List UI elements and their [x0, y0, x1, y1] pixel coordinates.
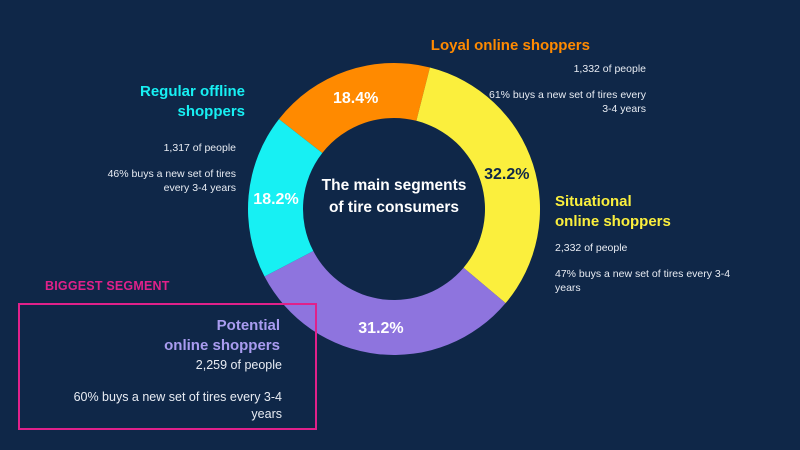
loyal-note-line-2: 3-4 years [602, 103, 646, 115]
potential-people: 2,259 of people [195, 358, 282, 372]
loyal-title: Loyal online shoppers [430, 37, 590, 54]
slice-regular [248, 119, 323, 277]
regular-title: Regular offline shoppers [90, 82, 245, 122]
situational-title-line-2: online shoppers [555, 213, 671, 230]
percent-label-situational: 32.2% [484, 166, 529, 183]
donut-slices [248, 63, 540, 355]
center-label-line-2: of tire consumers [329, 199, 459, 216]
percent-label-loyal: 18.4% [333, 90, 378, 107]
regular-note-line-2: every 3-4 years [163, 182, 236, 194]
regular-title-line-1: Regular offline [139, 83, 245, 100]
slice-loyal [278, 63, 430, 153]
situational-note-line-2: years [555, 282, 581, 294]
percent-label-regular: 18.2% [253, 191, 298, 208]
center-label-line-1: The main segments [322, 177, 467, 194]
biggest-segment-badge: BIGGEST SEGMENT [45, 279, 170, 293]
slice-potential [264, 251, 506, 355]
regular-people: 1,317 of people [163, 142, 236, 154]
situational-people: 2,332 of people [555, 242, 628, 254]
situational-title-line-1: Situational [555, 193, 632, 210]
potential-title-line-2: online shoppers [164, 337, 280, 354]
regular-note-line-1: 46% buys a new set of tires [107, 168, 236, 180]
regular-note: 46% buys a new set of tires every 3-4 ye… [70, 167, 236, 195]
regular-title-line-2: shoppers [177, 103, 245, 120]
slice-situational [416, 67, 540, 304]
situational-note-line-1: 47% buys a new set of tires every 3-4 [555, 268, 731, 280]
loyal-people: 1,332 of people [573, 63, 646, 75]
situational-title: Situational online shoppers [555, 192, 755, 232]
potential-note: 60% buys a new set of tires every 3-4 ye… [40, 389, 282, 423]
potential-title: Potential online shoppers [100, 316, 280, 356]
biggest-segment-box [18, 303, 317, 430]
loyal-note: 61% buys a new set of tires every 3-4 ye… [450, 88, 646, 116]
donut-percent-labels: 18.4% 32.2% 31.2% 18.2% [253, 90, 529, 337]
potential-title-line-1: Potential [216, 317, 280, 334]
potential-note-line-1: 60% buys a new set of tires every 3-4 [73, 390, 282, 404]
loyal-note-line-1: 61% buys a new set of tires every [489, 89, 646, 101]
situational-note: 47% buys a new set of tires every 3-4 ye… [555, 267, 770, 295]
percent-label-potential: 31.2% [358, 320, 403, 337]
potential-note-line-2: years [251, 407, 282, 421]
